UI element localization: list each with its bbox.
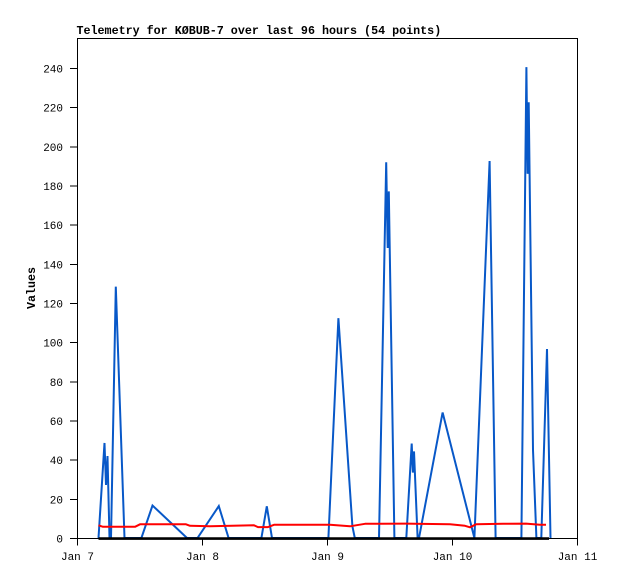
svg-text:Jan 10: Jan 10 bbox=[433, 552, 473, 564]
svg-text:140: 140 bbox=[43, 260, 63, 272]
svg-text:Jan 9: Jan 9 bbox=[311, 552, 344, 564]
svg-text:220: 220 bbox=[43, 104, 63, 116]
svg-text:Values: Values bbox=[25, 267, 39, 309]
svg-text:Jan 11: Jan 11 bbox=[558, 552, 598, 564]
svg-text:60: 60 bbox=[50, 417, 63, 429]
svg-text:180: 180 bbox=[43, 182, 63, 194]
svg-text:Jan 8: Jan 8 bbox=[186, 552, 219, 564]
svg-text:20: 20 bbox=[50, 495, 63, 507]
svg-text:160: 160 bbox=[43, 221, 63, 233]
svg-text:40: 40 bbox=[50, 456, 63, 468]
svg-text:80: 80 bbox=[50, 378, 63, 390]
svg-text:200: 200 bbox=[43, 143, 63, 155]
svg-text:Telemetry for KØBUB-7 over las: Telemetry for KØBUB-7 over last 96 hours… bbox=[77, 24, 442, 38]
svg-text:240: 240 bbox=[43, 65, 63, 77]
svg-text:100: 100 bbox=[43, 339, 63, 351]
svg-text:120: 120 bbox=[43, 300, 63, 312]
svg-text:Jan 7: Jan 7 bbox=[61, 552, 94, 564]
svg-text:0: 0 bbox=[56, 535, 63, 547]
